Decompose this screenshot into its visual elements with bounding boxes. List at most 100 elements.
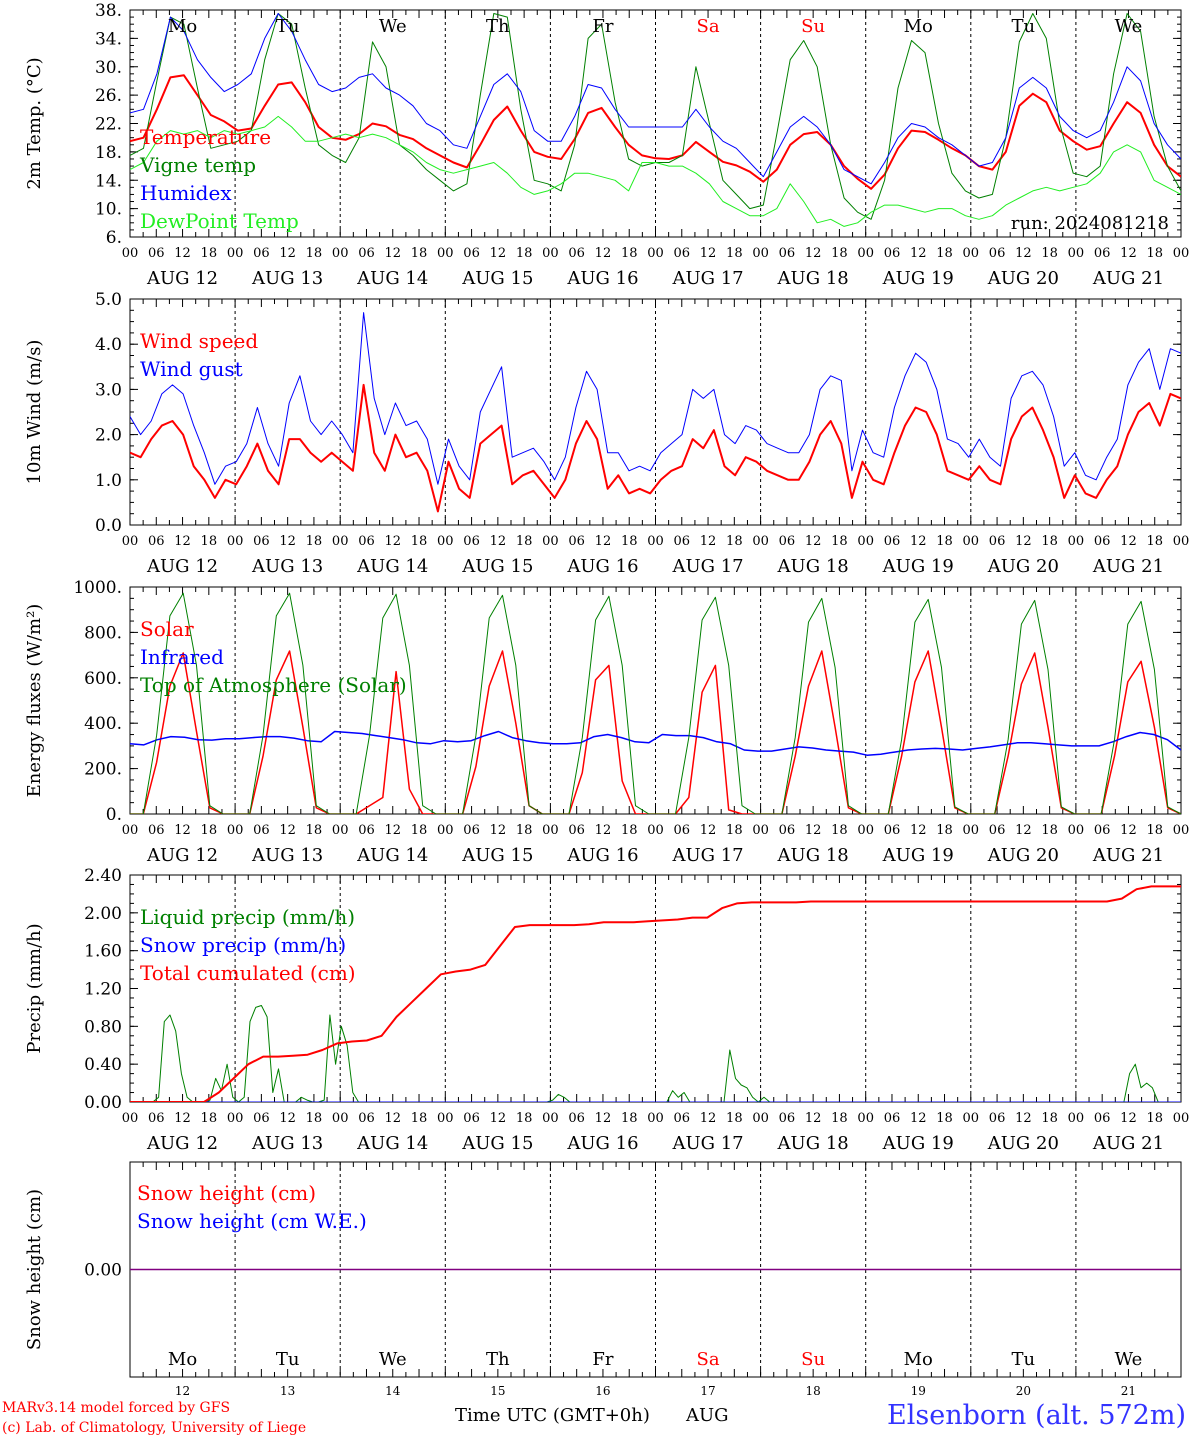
y-axis-label: 2m Temp. (°C) — [24, 57, 45, 189]
hour-label: 00 — [1173, 823, 1190, 838]
hour-label: 18 — [201, 246, 218, 261]
hour-label: 12 — [1015, 1111, 1032, 1126]
hour-label: 18 — [1041, 246, 1058, 261]
hour-label: 12 — [490, 246, 507, 261]
series-line-3 — [130, 592, 1181, 814]
hour-label: 12 — [1120, 246, 1137, 261]
date-label: AUG 18 — [777, 845, 849, 866]
hour-label: 00 — [647, 246, 664, 261]
hour-label: 18 — [726, 823, 743, 838]
day-number: 20 — [1016, 1384, 1031, 1398]
date-label: AUG 19 — [882, 845, 954, 866]
hour-label: 12 — [700, 823, 717, 838]
model-credit: MARv3.14 model forced by GFS — [2, 1400, 231, 1416]
hour-label: 12 — [595, 246, 612, 261]
hour-label: 00 — [227, 534, 244, 549]
hour-label: 12 — [490, 1111, 507, 1126]
date-label: AUG 13 — [251, 556, 323, 577]
hour-label: 00 — [1173, 534, 1190, 549]
y-tick-label: 400. — [84, 714, 122, 734]
hour-label: 18 — [936, 534, 953, 549]
hour-label: 00 — [437, 823, 454, 838]
date-label: AUG 17 — [671, 268, 743, 289]
hour-label: 12 — [384, 823, 401, 838]
hour-label: 12 — [910, 534, 927, 549]
series-line-2 — [130, 730, 1181, 756]
y-tick-label: 0.00 — [84, 1261, 122, 1281]
hour-label: 06 — [253, 246, 270, 261]
hour-label: 00 — [437, 534, 454, 549]
hour-label: 06 — [568, 823, 585, 838]
hour-label: 06 — [358, 1111, 375, 1126]
hour-label: 00 — [647, 534, 664, 549]
date-label: AUG 19 — [882, 1133, 954, 1154]
legend-entry: Top of Atmosphere (Solar) — [140, 673, 407, 697]
y-tick-label: 0. — [106, 805, 122, 825]
y-tick-label: 3.0 — [95, 380, 122, 400]
series-line-2 — [130, 13, 1181, 220]
day-name: Th — [486, 16, 510, 37]
hour-label: 18 — [621, 534, 638, 549]
date-label: AUG 16 — [566, 268, 638, 289]
hour-label: 00 — [122, 246, 139, 261]
hour-label: 06 — [779, 534, 796, 549]
y-tick-label: 34. — [95, 29, 122, 49]
hour-label: 12 — [595, 534, 612, 549]
hour-label: 06 — [674, 1111, 691, 1126]
date-label: AUG 15 — [461, 1133, 533, 1154]
legend-entry: Vigne temp — [139, 153, 256, 177]
day-number: 17 — [700, 1384, 715, 1398]
day-number: 21 — [1121, 1384, 1136, 1398]
day-number: 15 — [490, 1384, 505, 1398]
day-name: We — [1115, 16, 1143, 37]
hour-label: 18 — [1041, 534, 1058, 549]
date-label: AUG 12 — [146, 1133, 218, 1154]
hour-label: 12 — [174, 823, 191, 838]
hour-label: 18 — [201, 534, 218, 549]
hour-label: 18 — [621, 823, 638, 838]
date-label: AUG 20 — [987, 845, 1059, 866]
hour-label: 18 — [936, 1111, 953, 1126]
hour-label: 06 — [674, 823, 691, 838]
hour-label: 06 — [989, 1111, 1006, 1126]
y-axis-label: Precip (mm/h) — [24, 923, 45, 1053]
hour-label: 18 — [726, 246, 743, 261]
y-tick-label: 38. — [95, 1, 122, 21]
hour-label: 18 — [621, 1111, 638, 1126]
hour-label: 00 — [752, 246, 769, 261]
hour-label: 12 — [910, 246, 927, 261]
legend-entry: Liquid precip (mm/h) — [140, 905, 355, 929]
legend-entry: DewPoint Temp — [140, 209, 299, 233]
hour-label: 00 — [963, 1111, 980, 1126]
hour-label: 18 — [936, 246, 953, 261]
hour-label: 18 — [726, 1111, 743, 1126]
hour-label: 06 — [568, 534, 585, 549]
hour-label: 00 — [542, 823, 559, 838]
panel-3: 0. 200. 400. 600. 800. 1000. Energy fluxes (W/… — [24, 578, 1189, 866]
hour-label: 06 — [674, 534, 691, 549]
series-line-1 — [130, 1005, 1181, 1102]
day-name: Tu — [1012, 16, 1036, 37]
y-axis-label: Energy fluxes (W/m²) — [24, 604, 45, 798]
hour-label: 12 — [1120, 823, 1137, 838]
panel-1: 6. 10. 14. 18. 22. 26. 30. 34. 38. 2m Temp. (°C) T… — [24, 1, 1189, 289]
hour-label: 12 — [174, 1111, 191, 1126]
panel-5: 0.00 Snow height (cm) Snow height (cm) Snow… — [24, 1161, 1182, 1398]
hour-label: 00 — [647, 823, 664, 838]
hour-label: 06 — [989, 534, 1006, 549]
legend-entry: Humidex — [140, 181, 232, 205]
date-label: AUG 21 — [1092, 1133, 1164, 1154]
day-name: Mo — [904, 1349, 933, 1370]
y-tick-label: 4.0 — [95, 335, 122, 355]
legend-entry: Snow height (cm W.E.) — [137, 1209, 367, 1233]
hour-label: 06 — [884, 823, 901, 838]
hour-label: 00 — [1068, 246, 1085, 261]
series-line-3 — [130, 13, 1181, 185]
y-tick-label: 5.0 — [95, 290, 122, 310]
hour-label: 06 — [779, 1111, 796, 1126]
hour-label: 12 — [490, 823, 507, 838]
hour-label: 18 — [411, 1111, 428, 1126]
hour-label: 06 — [1094, 1111, 1111, 1126]
hour-label: 06 — [568, 246, 585, 261]
hour-label: 06 — [148, 534, 165, 549]
